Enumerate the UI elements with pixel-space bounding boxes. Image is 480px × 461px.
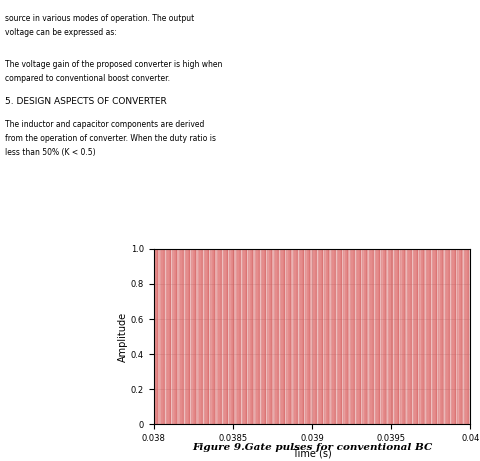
Text: The voltage gain of the proposed converter is high when: The voltage gain of the proposed convert… xyxy=(5,60,222,69)
X-axis label: Time (s): Time (s) xyxy=(292,449,332,458)
Text: The inductor and capacitor components are derived: The inductor and capacitor components ar… xyxy=(5,120,204,129)
Text: compared to conventional boost converter.: compared to conventional boost converter… xyxy=(5,74,170,83)
Y-axis label: Amplitude: Amplitude xyxy=(118,312,128,361)
Text: voltage can be expressed as:: voltage can be expressed as: xyxy=(5,28,117,37)
Text: less than 50% (K < 0.5): less than 50% (K < 0.5) xyxy=(5,148,96,157)
Text: source in various modes of operation. The output: source in various modes of operation. Th… xyxy=(5,14,194,23)
Text: 5. DESIGN ASPECTS OF CONVERTER: 5. DESIGN ASPECTS OF CONVERTER xyxy=(5,97,167,106)
Text: Figure 9.Gate pulses for conventional BC: Figure 9.Gate pulses for conventional BC xyxy=(192,443,432,452)
Text: from the operation of converter. When the duty ratio is: from the operation of converter. When th… xyxy=(5,134,216,143)
